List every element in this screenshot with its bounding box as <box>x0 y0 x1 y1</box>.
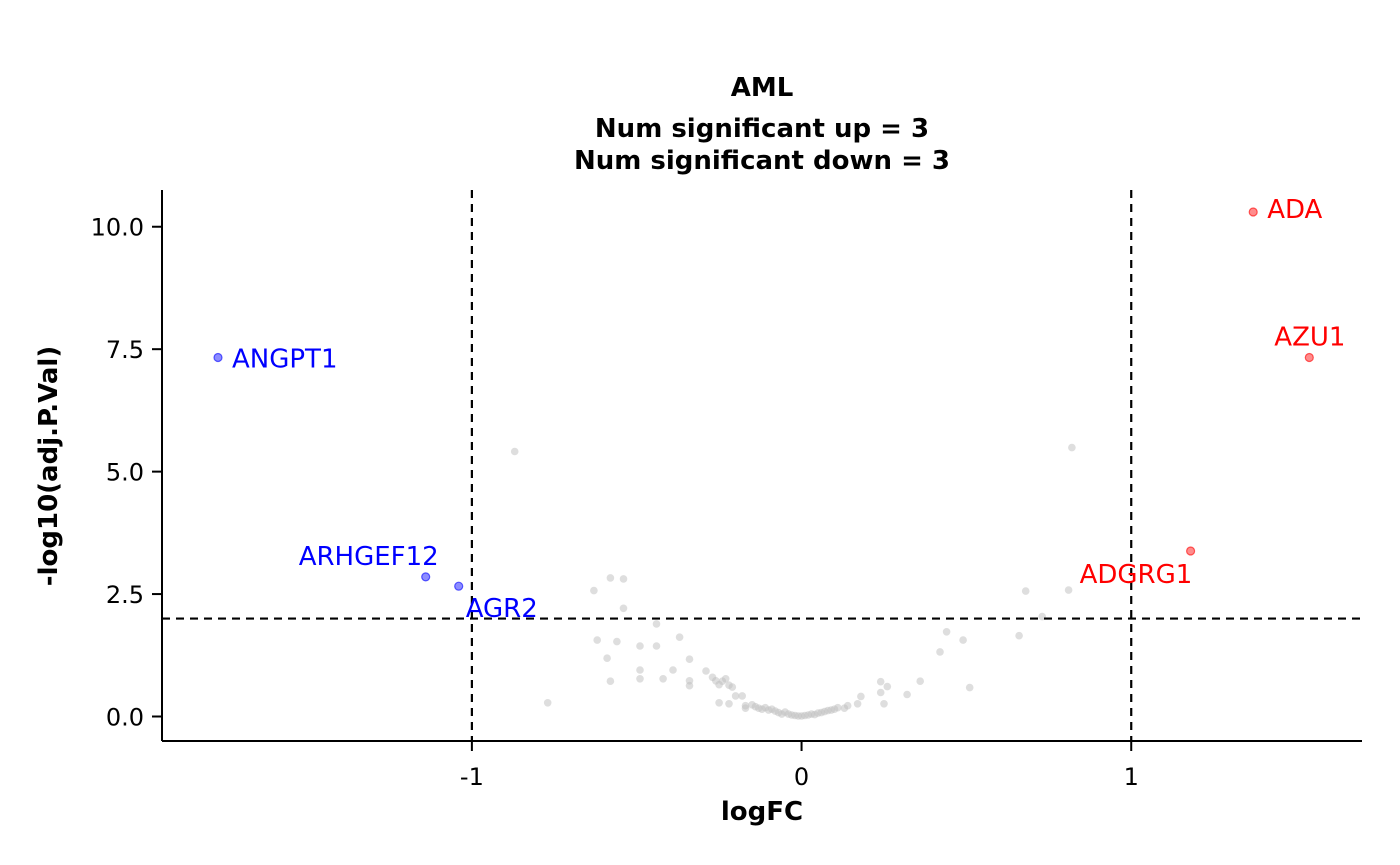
nonsignificant-points <box>510 443 1076 720</box>
ns-point-67 <box>876 688 885 697</box>
ns-point-66 <box>876 677 885 686</box>
ns-point-0 <box>510 447 519 456</box>
ns-point-7 <box>593 636 601 644</box>
ns-point-18 <box>659 675 667 683</box>
sig-point-ada <box>1248 207 1258 217</box>
chart-title: AML <box>731 73 794 103</box>
ns-point-78 <box>1021 587 1030 595</box>
chart-subtitle-down-count: Num significant down = 3 <box>574 146 950 176</box>
ns-point-76 <box>543 699 552 707</box>
x-axis-label: logFC <box>721 797 803 827</box>
ns-point-17 <box>636 675 644 683</box>
ns-point-30 <box>738 692 746 700</box>
ns-point-10 <box>652 642 661 650</box>
ns-point-74 <box>959 636 967 644</box>
ns-point-6 <box>652 620 661 628</box>
ns-point-73 <box>942 628 951 636</box>
x-tick-label: -1 <box>460 763 484 791</box>
y-axis-label: -log10(adj.P.Val) <box>34 346 64 586</box>
ns-point-63 <box>843 701 852 710</box>
ns-point-75 <box>965 683 974 692</box>
gene-label-ada: ADA <box>1267 195 1322 225</box>
chart-subtitle-up-count: Num significant up = 3 <box>595 114 929 144</box>
ns-point-4 <box>590 586 598 595</box>
x-tick-label: 1 <box>1124 763 1139 791</box>
sig-point-adgrg1 <box>1185 546 1196 556</box>
ns-point-70 <box>903 690 911 699</box>
ns-point-16 <box>606 677 615 685</box>
significant-points <box>213 207 1314 591</box>
ns-point-61 <box>834 703 842 712</box>
sig-point-angpt1 <box>213 352 223 363</box>
ns-point-31 <box>715 699 723 707</box>
y-tick-label: 2.5 <box>106 581 144 609</box>
ns-point-80 <box>1064 586 1073 594</box>
ns-point-21 <box>702 667 710 675</box>
ns-point-69 <box>880 700 888 708</box>
x-tick-label: 0 <box>794 763 809 791</box>
ns-point-1 <box>1068 443 1076 452</box>
gene-label-arhgef12: ARHGEF12 <box>299 542 439 572</box>
ns-point-28 <box>728 683 737 691</box>
ns-point-9 <box>636 642 644 650</box>
ns-point-14 <box>669 666 677 674</box>
ns-point-12 <box>603 654 611 662</box>
gene-label-adgrg1: ADGRG1 <box>1080 560 1193 590</box>
ns-point-68 <box>883 682 892 691</box>
gene-label-angpt1: ANGPT1 <box>232 345 338 375</box>
sig-point-agr2 <box>454 581 464 591</box>
ns-point-2 <box>606 574 615 582</box>
ns-point-11 <box>675 633 684 641</box>
ns-point-8 <box>613 637 621 646</box>
ns-point-3 <box>619 575 628 583</box>
ns-point-65 <box>857 692 865 701</box>
sig-point-arhgef12 <box>421 572 431 582</box>
axes: -1 0 10.02.55.07.510.0 <box>91 190 1362 791</box>
gene-labels: ADA AZU1 ADGRG1 ANGPT1 ARHGEF12 AGR2 <box>232 195 1345 624</box>
ns-point-32 <box>725 700 733 708</box>
gene-label-azu1: AZU1 <box>1274 323 1345 353</box>
ns-point-77 <box>1015 631 1023 640</box>
ns-point-20 <box>685 681 694 690</box>
ns-point-5 <box>619 604 628 613</box>
ns-point-71 <box>916 677 924 685</box>
ns-point-34 <box>741 704 750 712</box>
threshold-lines <box>162 190 1362 741</box>
ns-point-29 <box>731 692 740 700</box>
y-tick-label: 7.5 <box>106 336 144 364</box>
sig-point-azu1 <box>1304 352 1314 363</box>
y-tick-label: 0.0 <box>106 704 144 732</box>
ns-point-26 <box>721 675 730 683</box>
ns-point-72 <box>936 648 944 656</box>
ns-point-13 <box>636 666 644 674</box>
ns-point-64 <box>853 700 862 708</box>
y-tick-label: 10.0 <box>91 214 144 242</box>
ns-point-15 <box>685 655 694 663</box>
y-tick-label: 5.0 <box>106 459 144 487</box>
gene-label-agr2: AGR2 <box>466 594 538 624</box>
